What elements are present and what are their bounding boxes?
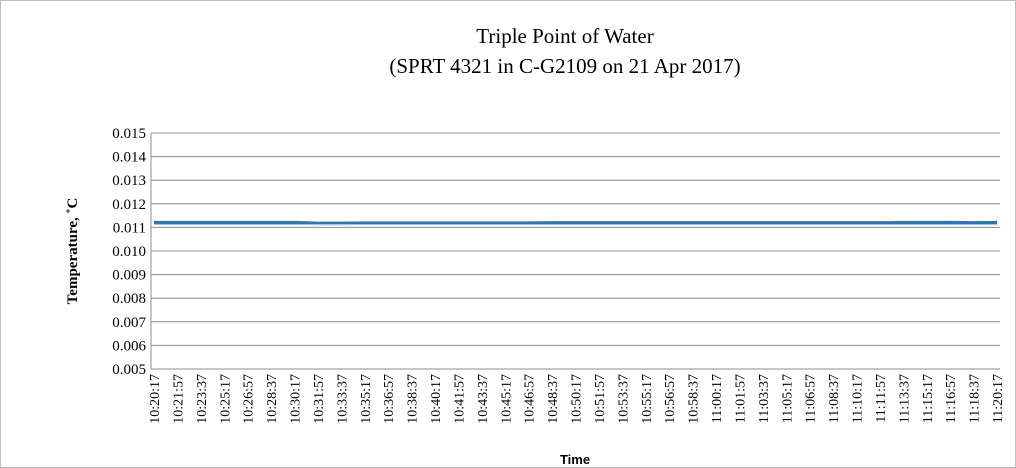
x-tick-label: 11:13:37: [897, 374, 912, 423]
y-tick-label: 0.012: [112, 197, 146, 213]
x-tick-label: 10:38:37: [406, 374, 421, 424]
y-tick-label: 0.014: [112, 150, 146, 166]
x-tick-label: 10:20:17: [148, 374, 163, 424]
y-axis-label: Temperature, ˚C: [65, 198, 81, 305]
x-tick-label: 10:36:57: [382, 374, 397, 424]
y-tick-label: 0.008: [112, 291, 146, 307]
x-tick-label: 11:08:37: [827, 374, 842, 423]
y-tick-label: 0.015: [112, 126, 146, 142]
x-tick-label: 10:51:57: [593, 374, 608, 424]
x-tick-label: 10:21:57: [171, 374, 186, 424]
x-tick-label: 10:58:37: [687, 374, 702, 424]
x-tick-label: 10:56:57: [663, 374, 678, 424]
x-tick-label: 10:28:37: [265, 374, 280, 424]
x-tick-label: 11:15:17: [921, 374, 936, 423]
x-tick-label: 10:26:57: [242, 374, 257, 424]
y-tick-label: 0.007: [112, 315, 146, 331]
x-tick-label: 10:48:37: [546, 374, 561, 424]
y-tick-label: 0.013: [112, 173, 146, 189]
chart-title: Triple Point of Water: [476, 24, 653, 48]
x-tick-label: 11:11:57: [874, 374, 889, 423]
x-tick-label: 11:18:37: [968, 374, 983, 423]
x-tick-label: 11:10:17: [851, 374, 866, 423]
data-line: [154, 220, 998, 226]
x-axis-label: Time: [560, 452, 590, 467]
x-tick-label: 10:33:37: [335, 374, 350, 424]
y-tick-label: 0.009: [112, 268, 146, 284]
chart-subtitle: (SPRT 4321 in C-G2109 on 21 Apr 2017): [389, 54, 740, 78]
x-tick-label: 11:01:57: [733, 374, 748, 423]
x-tick-label: 10:46:57: [523, 374, 538, 424]
y-tick-label: 0.011: [113, 220, 146, 236]
x-tick-label: 10:55:17: [640, 374, 655, 424]
x-tick-label: 10:45:17: [499, 374, 514, 424]
x-tick-label: 11:00:17: [710, 374, 725, 423]
x-tick-label: 10:30:17: [289, 374, 304, 424]
x-tick-label: 10:43:37: [476, 374, 491, 424]
x-tick-label: 10:40:17: [429, 374, 444, 424]
y-tick-label: 0.010: [112, 244, 146, 260]
x-tick-label: 10:35:17: [359, 374, 374, 424]
y-tick-label: 0.006: [112, 338, 146, 354]
x-tick-label: 11:03:37: [757, 374, 772, 423]
x-tick-label: 10:53:37: [616, 374, 631, 424]
x-tick-label: 10:25:17: [218, 374, 233, 424]
x-tick-label: 11:20:17: [991, 374, 1006, 423]
x-tick-label: 11:06:57: [804, 374, 819, 423]
x-tick-label: 11:16:57: [944, 374, 959, 423]
x-tick-label: 10:23:37: [195, 374, 210, 424]
y-tick-label: 0.005: [112, 362, 146, 378]
x-tick-label: 10:41:57: [452, 374, 467, 424]
x-tick-label: 10:31:57: [312, 374, 327, 424]
x-tick-label: 10:50:17: [570, 374, 585, 424]
x-tick-label: 11:05:17: [780, 374, 795, 423]
